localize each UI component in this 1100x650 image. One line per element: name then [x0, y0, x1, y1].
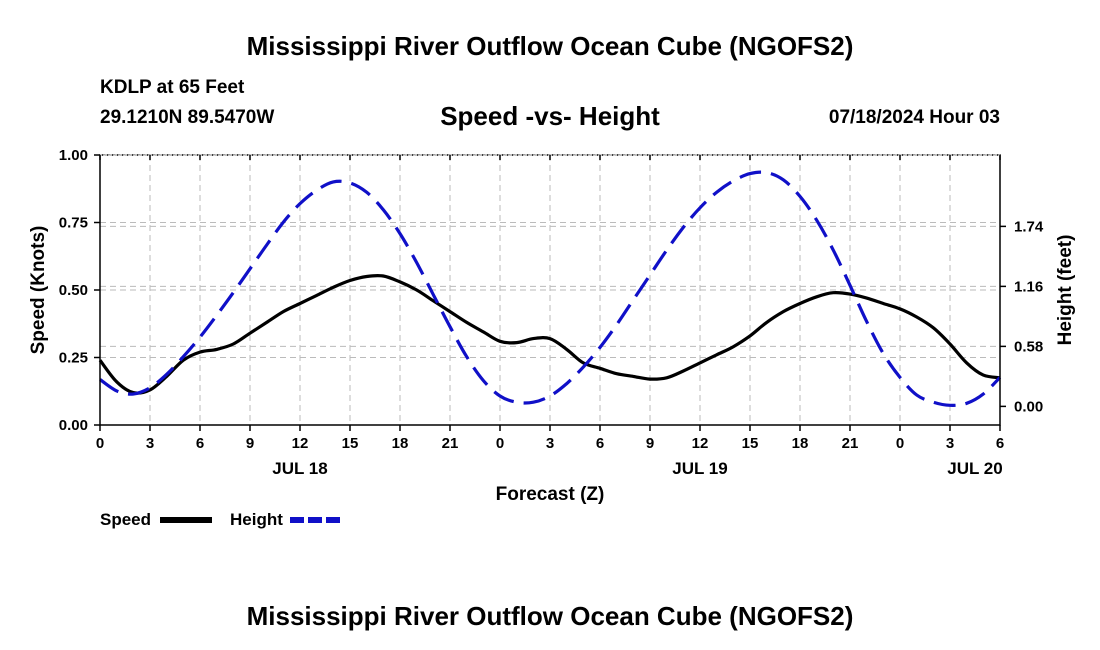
chart-subtitle: Speed -vs- Height — [440, 101, 660, 131]
y-tick-label-left: 0.00 — [59, 417, 88, 434]
x-tick-label: 9 — [646, 435, 654, 452]
x-tick-label: 3 — [946, 435, 954, 452]
y-tick-label-left: 1.00 — [59, 147, 88, 164]
x-tick-label: 15 — [342, 435, 359, 452]
date-label: JUL 18 — [272, 459, 327, 478]
x-tick-label: 12 — [292, 435, 309, 452]
date-label: JUL 19 — [672, 459, 727, 478]
y-tick-label-left: 0.75 — [59, 215, 88, 232]
y-tick-label-left: 0.25 — [59, 350, 88, 367]
axes-layer: 0 3 6 9 12 15 18 21 0 3 6 9 12 15 18 21 0 3 6 JUL 18 JUL 19 J… — [59, 147, 1044, 478]
x-tick-label: 0 — [896, 435, 904, 452]
x-tick-label: 9 — [246, 435, 254, 452]
x-tick-label: 18 — [392, 435, 409, 452]
y-tick-label-left: 0.50 — [59, 282, 88, 299]
x-tick-label: 3 — [146, 435, 154, 452]
x-tick-label: 3 — [546, 435, 554, 452]
x-tick-label: 21 — [442, 435, 459, 452]
y-tick-label-right: 1.16 — [1014, 278, 1043, 295]
station-label: KDLP at 65 Feet — [100, 77, 245, 98]
series-line-speed — [98, 273, 1001, 395]
y-axis-label-right: Height (feet) — [1055, 235, 1076, 346]
forecast-datetime: 07/18/2024 Hour 03 — [828, 107, 1000, 128]
grid-layer — [100, 155, 1000, 425]
legend: Speed Height — [100, 510, 342, 529]
x-tick-label: 6 — [196, 435, 204, 452]
station-coordinates: 29.1210N 89.5470W — [100, 107, 275, 128]
legend-label-height: Height — [230, 510, 283, 529]
date-label: JUL 20 — [947, 459, 1002, 478]
x-axis-label: Forecast (Z) — [496, 484, 605, 505]
y-tick-label-right: 1.74 — [1014, 218, 1044, 235]
y-tick-label-right: 0.58 — [1014, 338, 1043, 355]
x-tick-label: 0 — [96, 435, 104, 452]
y-tick-label-right: 0.00 — [1014, 398, 1043, 415]
footer-title: Mississippi River Outflow Ocean Cube (NG… — [246, 601, 854, 631]
series-layer — [98, 170, 1002, 407]
series-line-height — [99, 170, 1002, 407]
chart-title: Mississippi River Outflow Ocean Cube (NG… — [246, 31, 854, 61]
legend-label-speed: Speed — [100, 510, 151, 529]
y-axis-label-left: Speed (Knots) — [28, 226, 49, 355]
x-tick-label: 12 — [692, 435, 709, 452]
x-tick-label: 21 — [842, 435, 859, 452]
x-tick-label: 18 — [792, 435, 809, 452]
x-tick-label: 6 — [996, 435, 1004, 452]
x-tick-label: 6 — [596, 435, 604, 452]
x-tick-label: 0 — [496, 435, 504, 452]
x-tick-label: 15 — [742, 435, 759, 452]
